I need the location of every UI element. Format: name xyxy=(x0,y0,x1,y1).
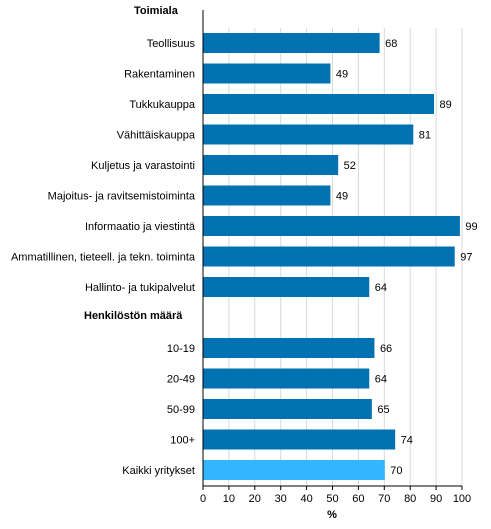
x-tick-label: 100 xyxy=(453,493,471,505)
category-label: 10-19 xyxy=(167,343,195,355)
category-label: Kaikki yritykset xyxy=(122,465,195,477)
category-label: Informaatio ja viestintä xyxy=(85,221,196,233)
x-tick-label: 20 xyxy=(249,493,261,505)
x-tick-label: 80 xyxy=(404,493,416,505)
x-tick-label: 70 xyxy=(378,493,390,505)
data-label: 81 xyxy=(419,130,431,142)
x-tick-label: 40 xyxy=(300,493,312,505)
bar xyxy=(203,429,396,450)
bar xyxy=(203,246,455,267)
data-label: 49 xyxy=(336,69,348,81)
bar xyxy=(203,33,380,53)
category-label: 20-49 xyxy=(167,374,195,386)
x-tick-label: 10 xyxy=(223,493,235,505)
x-tick-label: 0 xyxy=(200,493,206,505)
data-label: 70 xyxy=(390,465,402,477)
category-label: Ammatillinen, tieteell. ja tekn. toimint… xyxy=(11,252,196,264)
x-axis: 0 10 20 30 40 50 60 70 80 90 100 xyxy=(200,10,471,505)
x-axis-title: % xyxy=(327,509,337,521)
bar xyxy=(203,368,370,389)
category-label: 50-99 xyxy=(167,404,195,416)
data-label: 65 xyxy=(377,404,389,416)
bars xyxy=(203,33,460,480)
bar xyxy=(203,185,331,206)
data-label: 74 xyxy=(401,435,413,447)
x-tick-label: 90 xyxy=(430,493,442,505)
x-tick-label: 50 xyxy=(326,493,338,505)
bar xyxy=(203,399,372,419)
bar xyxy=(203,216,460,236)
data-label: 89 xyxy=(440,99,452,111)
category-label: Majoitus- ja ravitsemistoiminta xyxy=(48,191,196,203)
section-title: Toimiala xyxy=(134,5,179,17)
data-label: 99 xyxy=(465,221,477,233)
x-tick-label: 60 xyxy=(352,493,364,505)
category-label: Vähittäiskauppa xyxy=(117,130,196,142)
data-label: 97 xyxy=(460,252,472,264)
x-tick-label: 30 xyxy=(275,493,287,505)
labels: Toimiala Teollisuus 68 Rakentaminen 49 Tukkuk… xyxy=(11,5,478,477)
category-label: Hallinto- ja tukipalvelut xyxy=(85,282,195,294)
bar xyxy=(203,277,370,297)
bar xyxy=(203,124,414,145)
bar xyxy=(203,63,331,84)
data-label: 64 xyxy=(375,374,387,386)
bar xyxy=(203,338,375,358)
data-label: 49 xyxy=(336,191,348,203)
data-label: 66 xyxy=(380,343,392,355)
category-label: Rakentaminen xyxy=(124,69,195,81)
category-label: 100+ xyxy=(170,435,195,447)
bar xyxy=(203,94,435,114)
category-label: Tukkukauppa xyxy=(129,99,196,111)
category-label: Teollisuus xyxy=(147,38,196,50)
data-label: 52 xyxy=(344,160,356,172)
data-label: 68 xyxy=(385,38,397,50)
bar xyxy=(203,460,385,480)
data-label: 64 xyxy=(375,282,387,294)
bar xyxy=(203,155,339,175)
section-title: Henkilöstön määrä xyxy=(84,310,183,322)
category-label: Kuljetus ja varastointi xyxy=(91,160,195,172)
